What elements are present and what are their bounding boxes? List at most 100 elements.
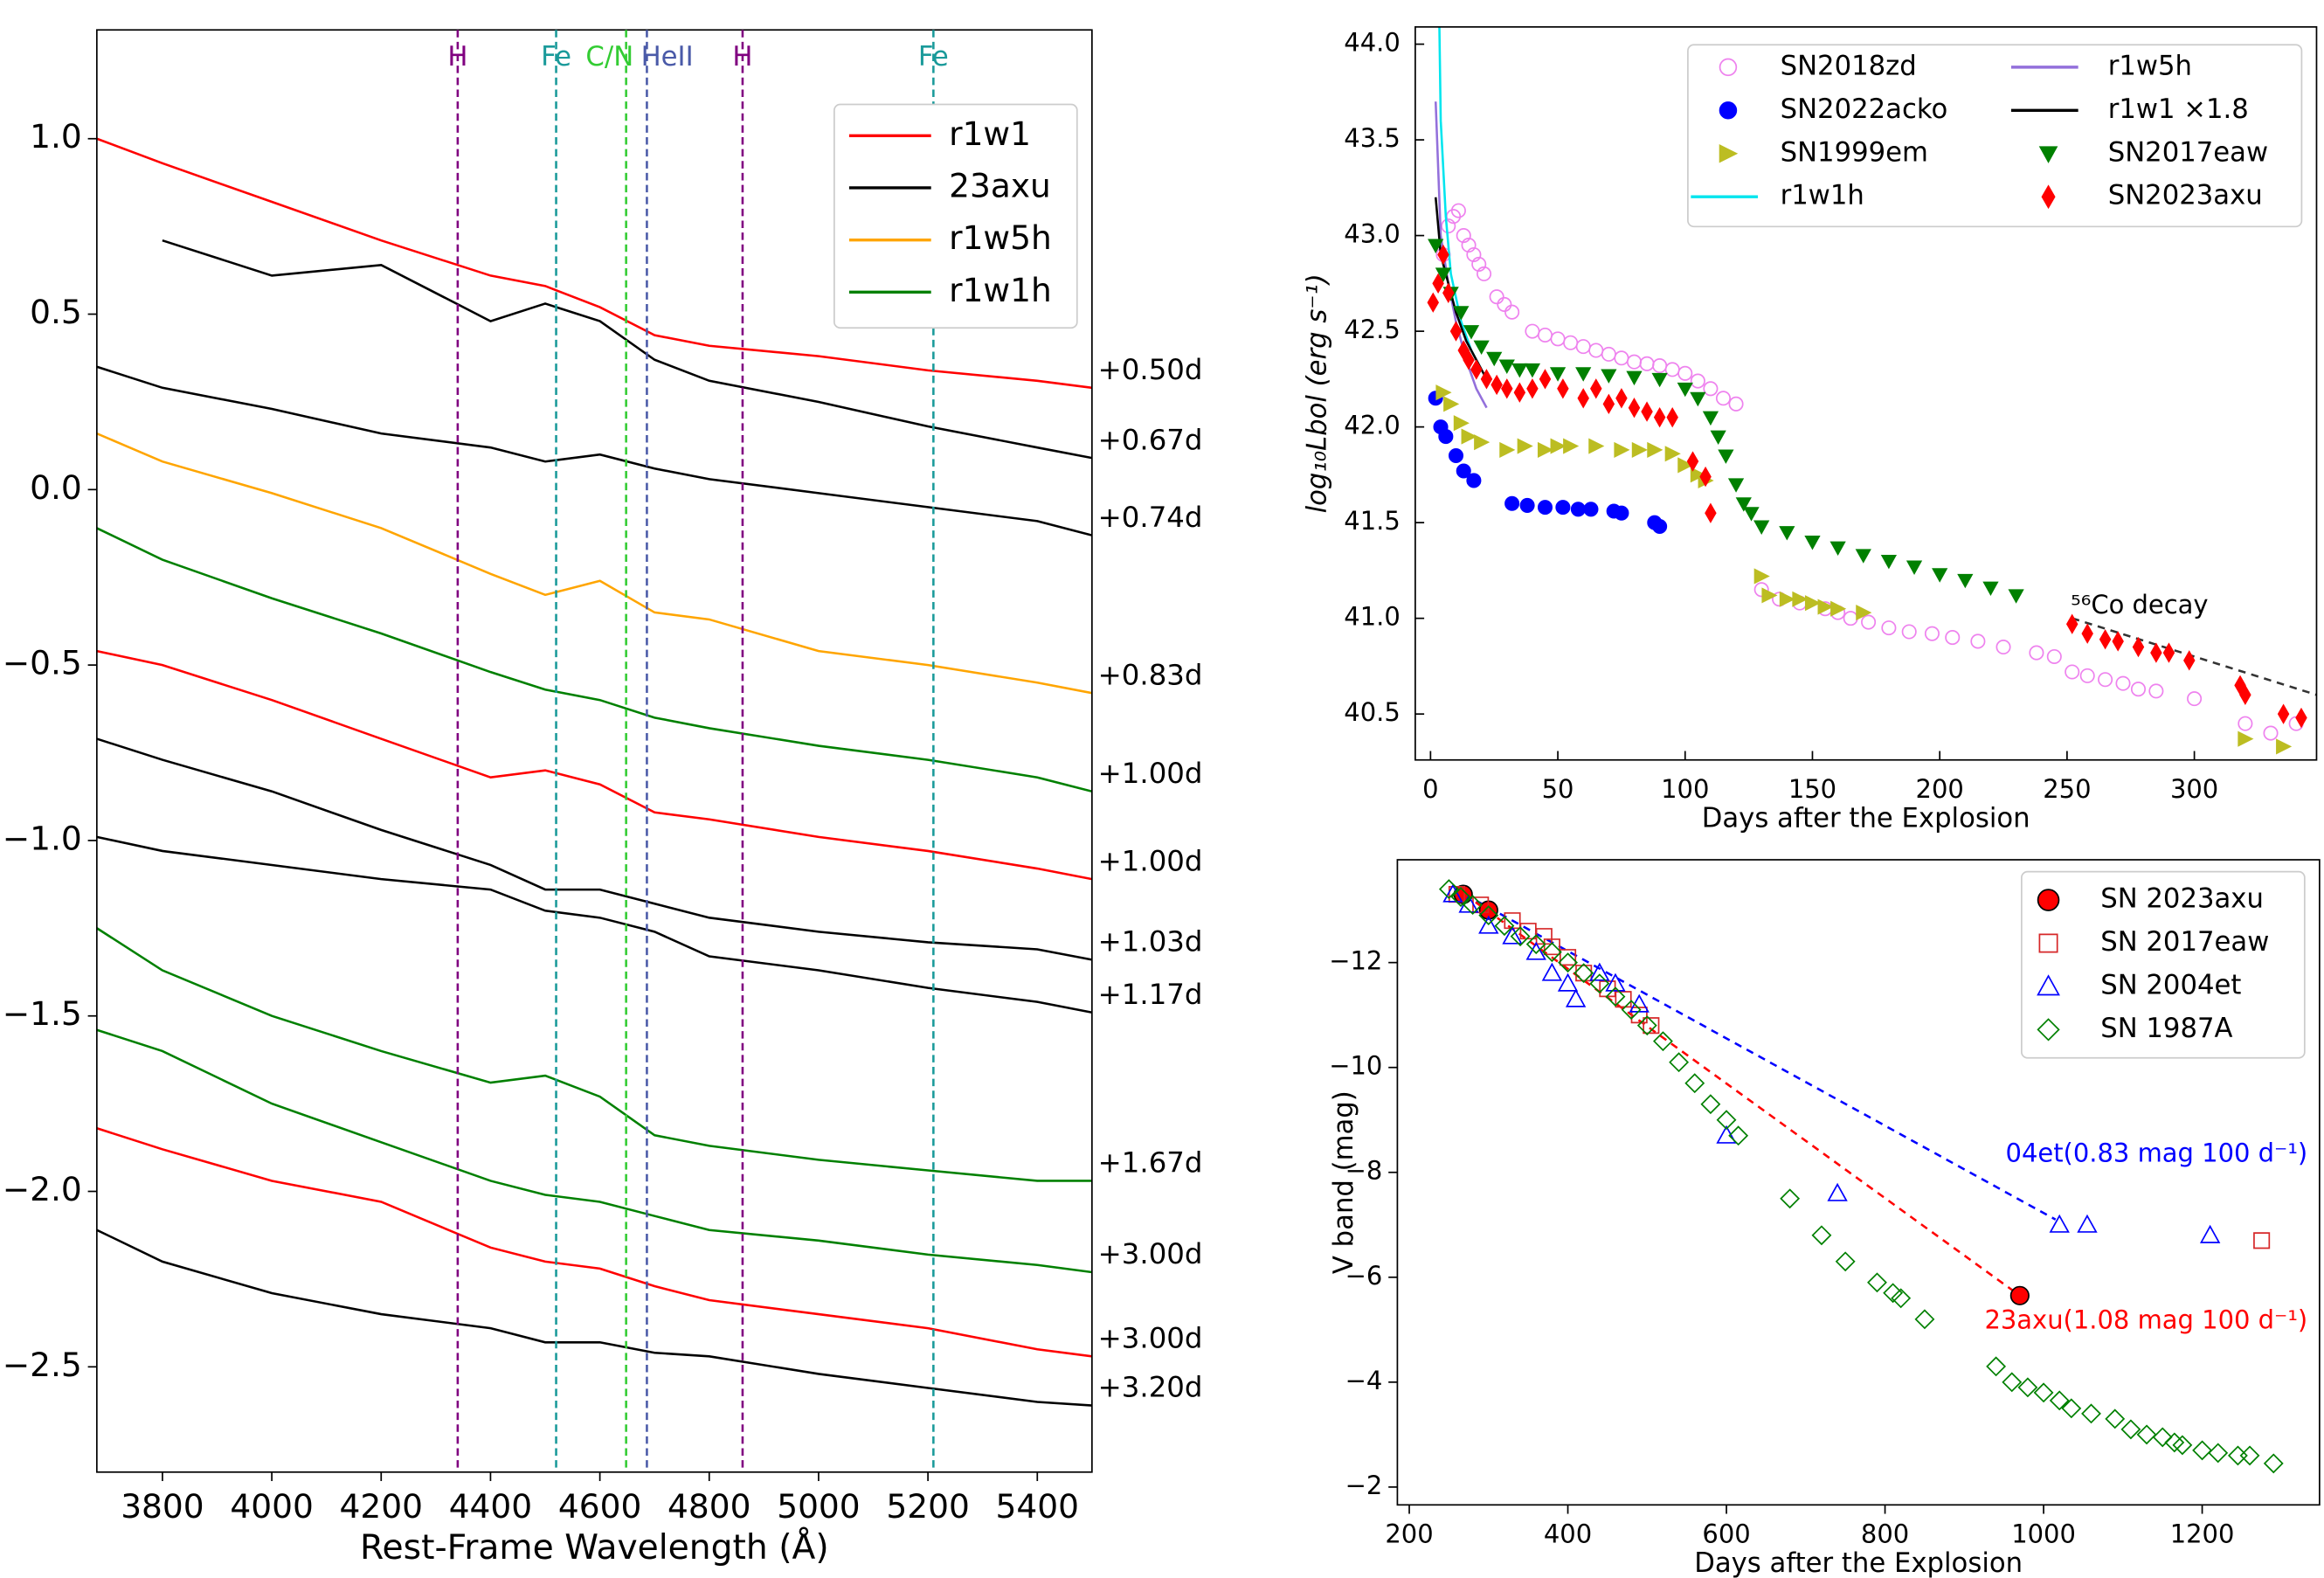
x-tick-label: 4400 [449, 1487, 532, 1526]
marker [1537, 500, 1553, 516]
marker [1719, 101, 1738, 120]
marker [1510, 926, 1531, 947]
y-tick-label: 43.5 [1344, 123, 1401, 153]
marker [1602, 393, 1615, 415]
x-tick-label: 4000 [230, 1487, 313, 1526]
marker [1743, 507, 1760, 522]
spectrum [96, 1028, 1092, 1274]
plot-area [1427, 26, 2317, 755]
marker [1719, 58, 1738, 77]
marker [2077, 1214, 2098, 1233]
marker [1891, 1288, 1912, 1309]
marker [1811, 1225, 1832, 1246]
marker [1715, 391, 1732, 406]
y-tick-label: −12 [1329, 946, 1382, 976]
marker [2115, 675, 2131, 691]
marker [2099, 629, 2112, 650]
marker [1856, 605, 1872, 621]
marker [1753, 520, 1770, 535]
marker [1677, 365, 1693, 381]
marker [1463, 350, 1475, 370]
fit-line [2072, 617, 2317, 696]
epoch-label: +3.00d [1098, 1237, 1203, 1270]
marker [1432, 273, 1444, 294]
marker [1525, 934, 1546, 955]
marker [1472, 896, 1490, 914]
marker [2150, 642, 2162, 663]
marker [1563, 438, 1580, 454]
marker [1428, 239, 1444, 253]
x-tick-label: 0 [1422, 774, 1438, 804]
marker [1957, 573, 1974, 589]
x-tick-label: 50 [1542, 774, 1574, 804]
marker [1653, 1031, 1673, 1052]
marker [1497, 296, 1512, 312]
marker [1499, 441, 1516, 458]
x-tick-label: 4600 [558, 1487, 641, 1526]
marker [2263, 725, 2279, 741]
marker [1449, 321, 1463, 342]
marker [1480, 369, 1493, 390]
x-axis-label: Rest-Frame Wavelength (Å) [360, 1526, 829, 1568]
marker [1945, 630, 1961, 646]
marker [2253, 1232, 2271, 1249]
marker [1494, 916, 1515, 937]
legend-label: r1w5h [949, 218, 1052, 257]
marker [1631, 441, 1648, 458]
marker [1558, 952, 1578, 973]
epoch-label: +1.03d [1098, 925, 1203, 959]
marker [1666, 406, 1678, 428]
marker [1614, 441, 1630, 458]
epoch-label: +1.00d [1098, 844, 1203, 877]
marker [1448, 447, 1464, 464]
marker [2276, 738, 2293, 755]
legend-box [833, 103, 1078, 329]
marker [1710, 430, 1726, 446]
marker [1526, 378, 1539, 399]
spectrum [96, 1228, 1092, 1407]
marker [1477, 266, 1492, 281]
x-tick-label: 4200 [340, 1487, 423, 1526]
x-axis-label: Days after the Explosion [1702, 803, 2030, 834]
marker [2152, 1427, 2173, 1448]
reference-label: C/N [585, 42, 633, 73]
marker [2037, 1018, 2060, 1042]
marker [2172, 1435, 2193, 1456]
marker [1438, 879, 1459, 900]
marker [2046, 648, 2062, 664]
marker [2061, 1398, 2082, 1419]
marker [1677, 382, 1693, 398]
marker [1539, 369, 1552, 390]
y-tick-label: −0.5 [3, 644, 82, 682]
marker [1901, 624, 1917, 640]
legend-box [2021, 870, 2306, 1059]
x-tick-label: 150 [1788, 774, 1836, 804]
marker [1669, 1052, 1690, 1073]
y-tick-label: −10 [1329, 1051, 1382, 1081]
marker [1626, 370, 1643, 386]
marker [1727, 478, 1745, 493]
x-tick-label: 200 [1916, 774, 1964, 804]
marker [1653, 406, 1666, 428]
marker [1471, 256, 1487, 272]
marker [2263, 1453, 2284, 1474]
marker [1583, 502, 1599, 517]
marker [1753, 582, 1769, 598]
reference-label: HeII [641, 42, 694, 73]
marker [2081, 623, 2093, 644]
marker [1435, 384, 1452, 401]
marker [1867, 1272, 1887, 1293]
marker [2009, 1285, 2030, 1305]
spectrum [96, 137, 1092, 390]
marker [1478, 905, 1499, 926]
marker [2295, 707, 2307, 729]
marker [1827, 1182, 1848, 1201]
marker [1498, 359, 1515, 374]
marker [1830, 600, 1847, 617]
marker [1486, 351, 1503, 367]
reference-label: H [447, 42, 467, 73]
marker [1880, 554, 1898, 570]
marker [1450, 203, 1466, 218]
marker [1442, 282, 1455, 303]
marker [1690, 467, 1706, 483]
